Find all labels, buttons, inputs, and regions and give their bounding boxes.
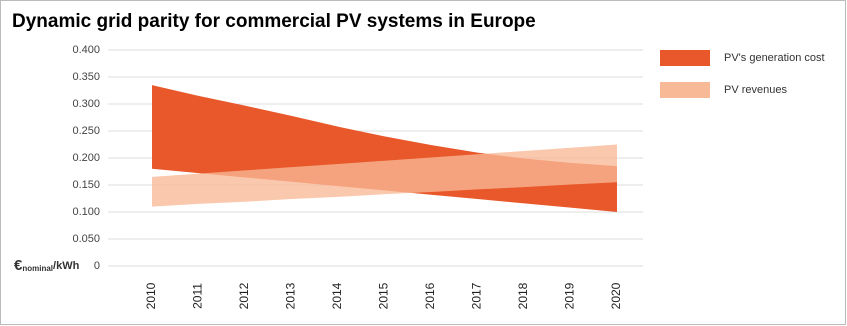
x-tick-label: 2019 bbox=[563, 282, 577, 309]
y-tick-label: 0.050 bbox=[72, 233, 100, 245]
chart-title: Dynamic grid parity for commercial PV sy… bbox=[12, 11, 536, 32]
y-tick-label: 0.400 bbox=[72, 44, 100, 56]
y-tick-label: 0.350 bbox=[72, 71, 100, 83]
x-tick-label: 2017 bbox=[470, 282, 484, 309]
y-tick-label: 0.100 bbox=[72, 206, 100, 218]
x-tick-label: 2012 bbox=[237, 282, 251, 309]
legend-label: PV revenues bbox=[724, 84, 787, 96]
y-tick-label: 0.250 bbox=[72, 125, 100, 137]
y-label-symbol: € bbox=[14, 257, 23, 274]
x-tick-label: 2013 bbox=[284, 282, 298, 309]
x-tick-label: 2015 bbox=[377, 282, 391, 309]
y-tick-label: 0.300 bbox=[72, 98, 100, 110]
x-tick-label: 2016 bbox=[423, 282, 437, 309]
x-tick-label: 2011 bbox=[191, 283, 205, 309]
y-tick-label: 0 bbox=[94, 260, 100, 272]
legend-swatch bbox=[660, 50, 710, 66]
x-tick-label: 2020 bbox=[609, 282, 623, 309]
y-tick-label: 0.200 bbox=[72, 152, 100, 164]
legend-swatch bbox=[660, 82, 710, 98]
y-label-unit: /kWh bbox=[53, 260, 80, 272]
x-tick-label: 2010 bbox=[144, 282, 158, 309]
range-area bbox=[152, 144, 617, 207]
y-tick-label: 0.150 bbox=[72, 179, 100, 191]
legend-label: PV's generation cost bbox=[724, 52, 825, 64]
y-axis-label: €nominal/kWh bbox=[14, 257, 80, 274]
y-label-subscript: nominal bbox=[22, 264, 53, 273]
x-tick-label: 2018 bbox=[516, 282, 530, 309]
x-tick-label: 2014 bbox=[330, 282, 344, 309]
